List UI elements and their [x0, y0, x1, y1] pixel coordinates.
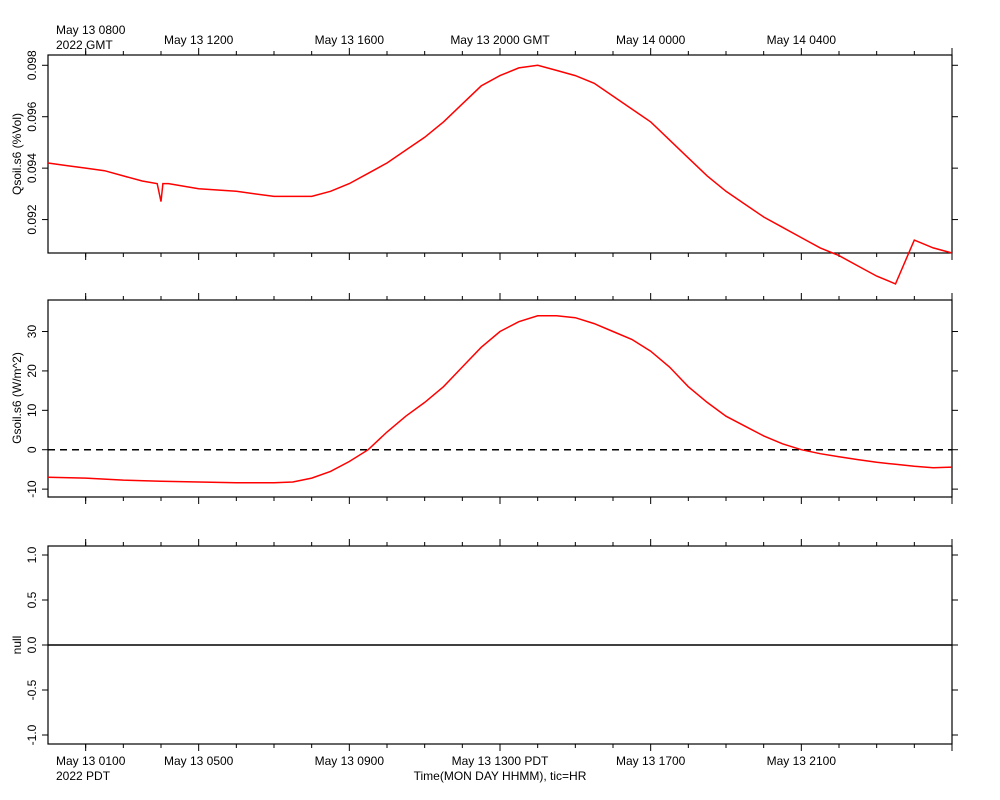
y-tick-label: 1.0: [25, 546, 39, 563]
x-tick-label-top: May 14 0000: [616, 33, 686, 47]
y-axis-label: Qsoil.s6 (%Vol): [10, 113, 24, 195]
y-axis-label: null: [10, 636, 24, 655]
y-tick-label: -1.0: [25, 724, 39, 745]
y-tick-label: 0.0: [25, 636, 39, 653]
y-tick-label: 30: [25, 325, 39, 339]
y-tick-label: 10: [25, 403, 39, 417]
x-axis-label: Time(MON DAY HHMM), tic=HR: [414, 769, 587, 783]
axis-ticks: -1.0 -0.5 0.0 0.5 1.0 May 13 0500 May 13 0900 M…: [25, 539, 958, 768]
x-tick-label-bottom: May 13 0500: [164, 754, 234, 768]
y-axis-label: Gsoil.s6 (W/m^2): [10, 352, 24, 444]
axis-ticks: 0.092 0.094 0.096 0.098 May 13 1200 May 13 16…: [25, 33, 958, 260]
x-tick-label-bottom: May 13 1700: [616, 754, 686, 768]
top-left-year-label: 2022 GMT: [56, 38, 113, 52]
series-line: [47, 315, 953, 484]
panel-frame: [47, 54, 953, 254]
x-tick-label-top: May 13 1200: [164, 33, 234, 47]
top-left-date-label: May 13 0800: [56, 23, 126, 37]
series-line: [47, 64, 953, 285]
bottom-left-date-label: May 13 0100: [56, 754, 126, 768]
y-tick-label: -10: [25, 480, 39, 498]
panel-null: null -1.0 -0.5 0.0 0.5 1.0 May 13 0500 May 13 …: [10, 539, 958, 768]
y-tick-label: 0.5: [25, 591, 39, 608]
panel-frame: [47, 299, 953, 498]
axis-ticks: -10 0 10 20 30: [25, 293, 958, 504]
y-tick-label: 0.092: [25, 204, 39, 234]
y-tick-label: 0.096: [25, 101, 39, 131]
x-tick-label-top: May 14 0400: [767, 33, 837, 47]
bottom-left-year-label: 2022 PDT: [56, 769, 111, 783]
y-tick-label: 0.094: [25, 153, 39, 183]
panel-soil-moisture: Qsoil.s6 (%Vol) 0.092 0.094 0.096 0.098 May …: [10, 33, 958, 285]
y-tick-label: 20: [25, 364, 39, 378]
x-tick-label-top: May 13 1600: [315, 33, 385, 47]
panel-soil-heat-flux: Gsoil.s6 (W/m^2) -10 0 10 20 30: [10, 293, 958, 504]
x-tick-label-top: May 13 2000 GMT: [450, 33, 550, 47]
x-tick-label-bottom: May 13 1300 PDT: [452, 754, 549, 768]
x-tick-label-bottom: May 13 0900: [315, 754, 385, 768]
y-tick-label: 0.098: [25, 50, 39, 80]
y-tick-label: -0.5: [25, 679, 39, 700]
x-tick-label-bottom: May 13 2100: [767, 754, 837, 768]
y-tick-label: 0: [25, 446, 39, 453]
